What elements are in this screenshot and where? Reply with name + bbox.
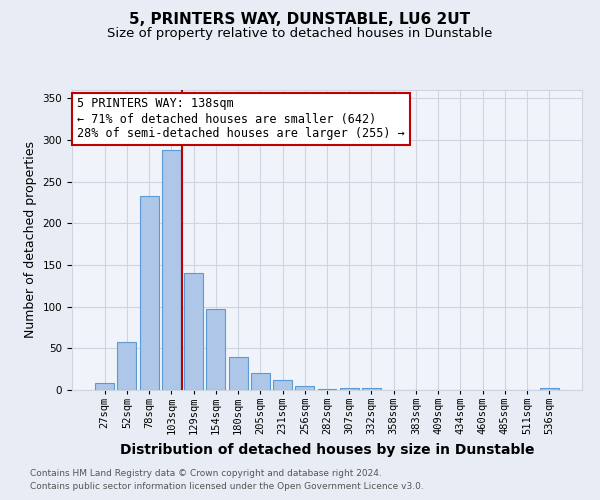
Text: 5, PRINTERS WAY, DUNSTABLE, LU6 2UT: 5, PRINTERS WAY, DUNSTABLE, LU6 2UT [130, 12, 470, 28]
Bar [184, 274, 203, 390]
Text: Contains public sector information licensed under the Open Government Licence v3: Contains public sector information licen… [30, 482, 424, 491]
Bar [540, 388, 559, 390]
Bar [273, 380, 292, 390]
Bar [162, 150, 181, 390]
Y-axis label: Number of detached properties: Number of detached properties [24, 142, 37, 338]
Text: Contains HM Land Registry data © Crown copyright and database right 2024.: Contains HM Land Registry data © Crown c… [30, 468, 382, 477]
Bar [251, 372, 270, 390]
X-axis label: Distribution of detached houses by size in Dunstable: Distribution of detached houses by size … [120, 443, 534, 457]
Bar [206, 309, 225, 390]
Text: Size of property relative to detached houses in Dunstable: Size of property relative to detached ho… [107, 28, 493, 40]
Bar [362, 388, 381, 390]
Bar [118, 342, 136, 390]
Bar [317, 389, 337, 390]
Text: 5 PRINTERS WAY: 138sqm
← 71% of detached houses are smaller (642)
28% of semi-de: 5 PRINTERS WAY: 138sqm ← 71% of detached… [77, 98, 405, 140]
Bar [340, 388, 359, 390]
Bar [229, 356, 248, 390]
Bar [295, 386, 314, 390]
Bar [140, 196, 158, 390]
Bar [95, 384, 114, 390]
